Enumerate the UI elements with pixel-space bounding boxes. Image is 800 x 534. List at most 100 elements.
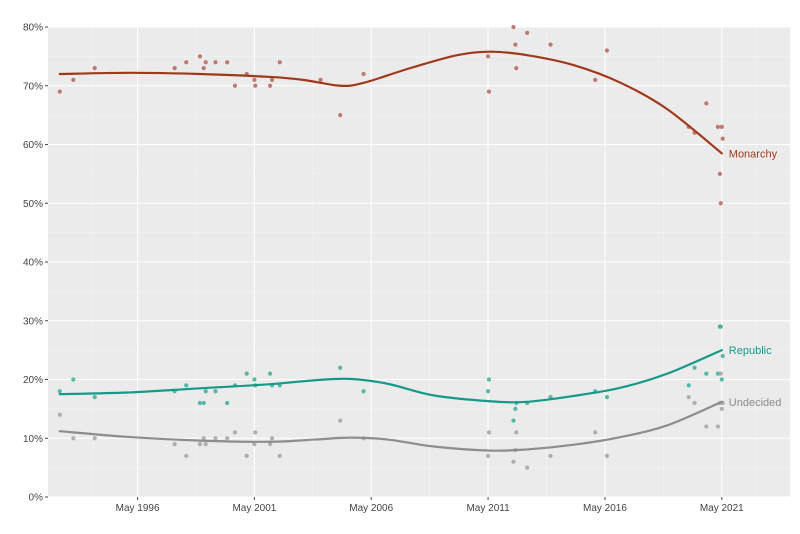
undecided-point: [269, 436, 275, 441]
x-tick-label: May 2016: [583, 503, 627, 514]
monarchy-point: [277, 60, 282, 65]
monarchy-label: Monarchy: [729, 148, 778, 160]
x-tick-label: May 2006: [349, 503, 393, 514]
y-tick-label: 70%: [23, 81, 43, 92]
undecided-point: [197, 442, 203, 447]
monarchy-point: [184, 60, 189, 65]
monarchy-point: [197, 54, 203, 59]
major-gridlines: [48, 26, 790, 498]
monarchy-point: [593, 77, 598, 82]
republic-point: [184, 383, 189, 388]
republic-point: [692, 365, 697, 370]
monarchy-point: [253, 83, 258, 88]
republic-point: [213, 389, 218, 394]
monarchy-point: [718, 201, 723, 206]
x-tick-label: May 2001: [232, 503, 276, 514]
monarchy-point: [514, 66, 519, 71]
republic-point: [252, 377, 257, 382]
monarchy-point: [704, 101, 709, 106]
undecided-point: [718, 371, 723, 376]
undecided-point: [71, 436, 76, 441]
x-tick-label: May 2011: [466, 503, 510, 514]
undecided-point: [203, 442, 208, 447]
series-labels: Monarchy Republic Undecided: [729, 148, 782, 409]
republic-label: Republic: [729, 345, 772, 357]
undecided-point: [485, 453, 491, 458]
monarchy-point: [71, 77, 76, 82]
undecided-point: [719, 406, 724, 411]
undecided-point: [277, 453, 282, 458]
monarchy-point: [513, 42, 518, 47]
undecided-point: [253, 430, 258, 435]
y-tick-label: 80%: [23, 23, 43, 34]
republic-point: [197, 400, 203, 406]
republic-point: [225, 400, 230, 406]
republic-point: [686, 383, 691, 388]
undecided-point: [511, 459, 516, 464]
monarchy-point: [548, 42, 553, 47]
undecided-point: [252, 442, 257, 447]
monarchy-point: [719, 124, 724, 129]
undecided-point: [525, 465, 530, 470]
undecided-label: Undecided: [729, 397, 782, 409]
monarchy-point: [715, 124, 720, 129]
undecided-point: [686, 395, 691, 400]
undecided-point: [604, 453, 610, 458]
republic-point: [604, 395, 610, 400]
republic-point: [92, 395, 97, 400]
undecided-point: [715, 424, 720, 429]
monarchy-point: [92, 66, 97, 71]
monarchy-point: [213, 60, 218, 65]
undecided-point: [338, 418, 343, 423]
monarchy-point: [486, 89, 492, 94]
monarchy-point: [172, 66, 177, 71]
y-tick-label: 20%: [23, 375, 43, 386]
republic-trend-line: [58, 349, 723, 404]
republic-point: [57, 389, 62, 394]
y-axis: 0% 10% 20% 30% 40% 50% 60% 70% 80%: [23, 23, 48, 504]
undecided-point: [593, 430, 598, 435]
monarchy-trend-line: [58, 50, 723, 155]
x-tick-label: May 2021: [700, 503, 744, 514]
republic-point: [71, 377, 76, 382]
y-tick-label: 30%: [23, 316, 43, 327]
y-tick-label: 60%: [23, 140, 43, 151]
republic-point: [361, 389, 366, 394]
x-tick-label: May 1996: [116, 503, 160, 514]
monarchy-point: [485, 54, 491, 59]
x-axis: May 1996 May 2001 May 2006 May 2011 May 2016…: [116, 497, 744, 514]
undecided-point: [184, 453, 189, 458]
republic-point: [704, 371, 709, 376]
undecided-point: [232, 430, 238, 435]
monarchy-point: [225, 60, 230, 65]
monarchy-point: [525, 30, 530, 35]
undecided-point: [172, 442, 177, 447]
undecided-point: [244, 453, 249, 458]
undecided-point: [57, 412, 62, 417]
republic-point: [718, 324, 723, 329]
monarchy-point: [318, 77, 323, 82]
republic-point: [244, 371, 249, 376]
trend-lines: [58, 50, 723, 452]
undecided-point: [704, 424, 709, 429]
republic-point: [715, 371, 720, 376]
republic-point: [720, 353, 725, 359]
y-tick-label: 40%: [23, 258, 43, 269]
monarchy-point: [201, 66, 206, 71]
monarchy-point: [269, 77, 275, 82]
y-tick-label: 0%: [29, 493, 44, 504]
undecided-point: [548, 453, 553, 458]
undecided-point: [486, 430, 492, 435]
monarchy-point: [361, 71, 366, 77]
monarchy-point: [717, 171, 722, 176]
undecided-point: [213, 436, 218, 441]
republic-point: [267, 371, 273, 376]
republic-point: [486, 377, 492, 382]
monarchy-point: [203, 60, 208, 65]
monarchy-point: [604, 48, 610, 53]
monarchy-point: [252, 77, 257, 82]
undecided-trend-line: [58, 400, 723, 452]
undecided-point: [201, 436, 206, 441]
monarchy-point: [511, 24, 516, 30]
